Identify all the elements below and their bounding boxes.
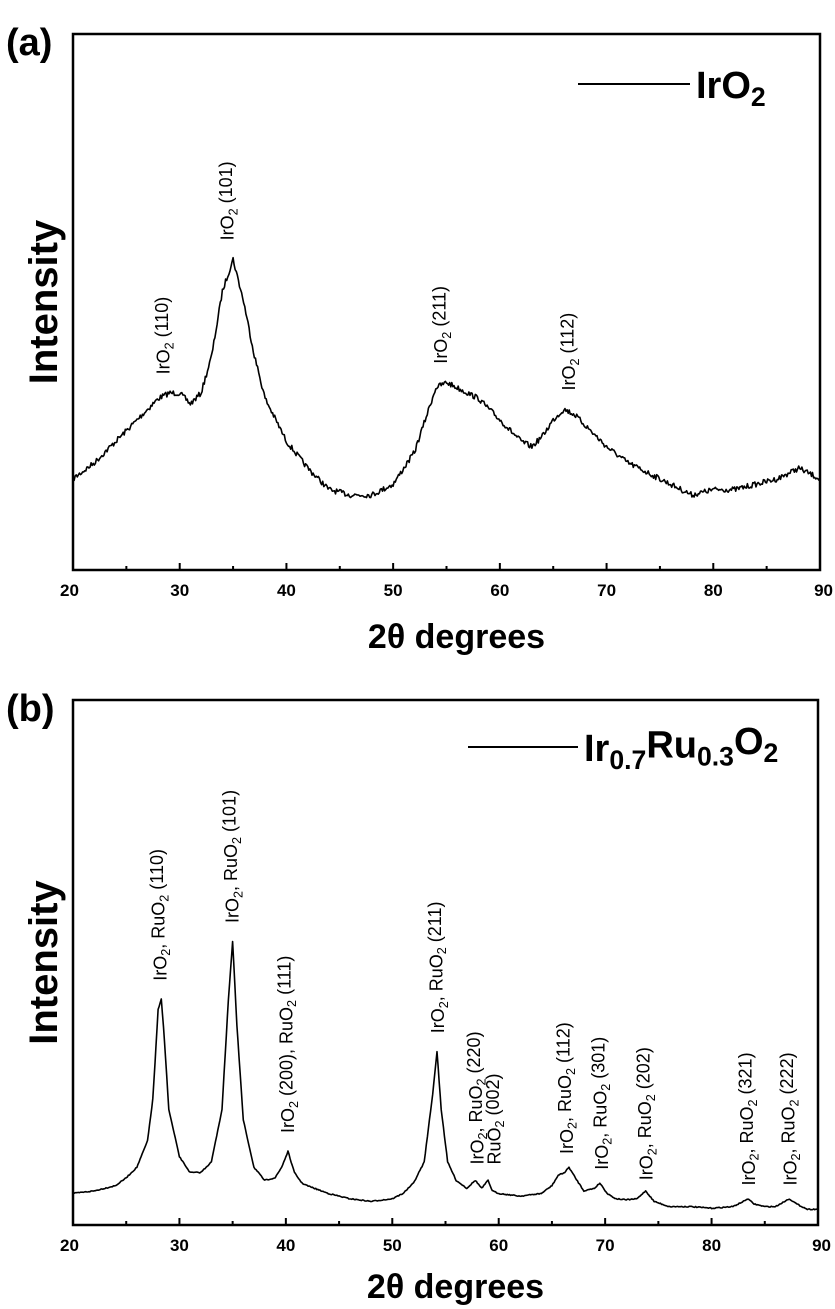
x-tick-label: 90	[814, 581, 833, 600]
series-line	[72, 256, 821, 499]
x-tick-label: 20	[60, 581, 79, 600]
legend-entry: Ir0.7​Ru0.3​O2​	[584, 721, 778, 775]
x-tick-label: 50	[383, 1236, 402, 1255]
x-tick-label: 60	[489, 1236, 508, 1255]
peak-annotation: IrO2​, RuO2​ (321)	[736, 1052, 762, 1185]
x-axis-label: 2θ degrees	[368, 618, 545, 656]
peak-annotation: IrO2​, RuO2​ (202)	[633, 1047, 659, 1180]
x-tick-label: 30	[170, 581, 189, 600]
peak-annotation: IrO2​ (211)	[430, 286, 454, 364]
peak-annotation: IrO2​, RuO2​ (301)	[589, 1037, 615, 1170]
peak-annotation: IrO2​ (101)	[216, 161, 240, 240]
panel-label: (a)	[6, 22, 52, 64]
x-tick-label: 80	[704, 581, 723, 600]
peak-annotation: RuO2​ (002)	[483, 1073, 507, 1164]
xrd-panel-b: (b) Intensity 2θ degrees 20 30 40 50 60 70 80 90 Ir…	[6, 688, 831, 1306]
peak-annotation: IrO2​ (200), RuO2​ (111)	[275, 956, 301, 1133]
y-axis-label: Intensity	[22, 880, 66, 1045]
x-tick-label: 70	[596, 1236, 615, 1255]
legend-entry: IrO2​	[696, 65, 766, 112]
x-tick-label: 80	[702, 1236, 721, 1255]
xrd-panel-a: (a) Intensity 2θ degrees 20 30 40 50 60 70 80 90 Ir…	[6, 22, 833, 656]
peak-annotation: IrO2​ (112)	[558, 313, 582, 391]
series-line	[72, 940, 819, 1211]
y-axis-label: Intensity	[22, 219, 66, 384]
panel-label: (b)	[6, 688, 55, 730]
x-tick-label: 90	[812, 1236, 831, 1255]
peak-annotation: IrO2​, RuO2​ (112)	[554, 1022, 580, 1154]
peak-annotation: IrO2​ (110)	[152, 297, 176, 375]
x-tick-label: 50	[384, 581, 403, 600]
peak-annotation: IrO2​, RuO2​ (110)	[147, 849, 173, 981]
peak-annotation: IrO2​, RuO2​ (222)	[777, 1052, 803, 1185]
x-tick-label: 40	[276, 1236, 295, 1255]
x-axis-label: 2θ degrees	[367, 1268, 544, 1306]
x-tick-label: 60	[490, 581, 509, 600]
x-tick-label: 30	[170, 1236, 189, 1255]
peak-annotation: IrO2​, RuO2​ (211)	[425, 902, 451, 1034]
x-tick-label: 70	[597, 581, 616, 600]
x-tick-label: 20	[60, 1236, 79, 1255]
peak-annotation: IrO2​, RuO2​ (220)	[464, 1031, 490, 1164]
x-tick-label: 40	[277, 581, 296, 600]
peak-annotation: IrO2​, RuO2​ (101)	[219, 790, 245, 923]
